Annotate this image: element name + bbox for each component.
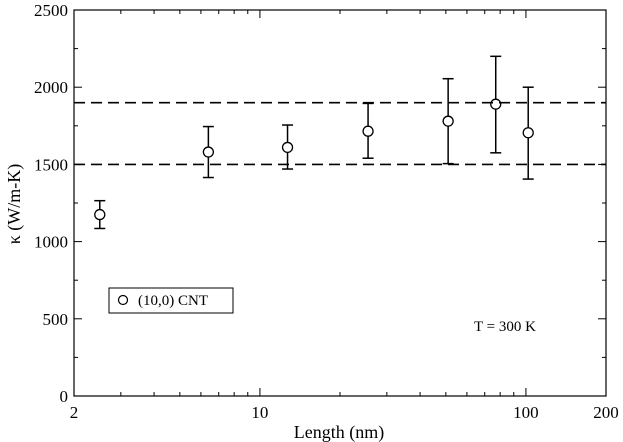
legend-marker xyxy=(117,294,129,306)
data-marker xyxy=(202,146,215,158)
y-axis-ticks: 0 500 1000 1500 2000 2500 xyxy=(34,1,606,406)
x-tick-label: 2 xyxy=(70,403,79,422)
plot-area xyxy=(73,9,607,397)
legend: (10,0) CNT xyxy=(108,287,234,314)
x-tick-label: 100 xyxy=(513,403,539,422)
x-tick-label: 200 xyxy=(593,403,619,422)
temperature-annotation: T = 300 K xyxy=(474,319,536,335)
y-tick-label: 2500 xyxy=(34,1,68,20)
x-tick-label: 10 xyxy=(251,403,268,422)
legend-label: (10,0) CNT xyxy=(138,293,208,309)
data-marker xyxy=(362,125,374,137)
x-axis-title: Length (nm) xyxy=(294,422,384,442)
y-tick-label: 1500 xyxy=(34,155,68,174)
reference-lines xyxy=(74,101,606,166)
plot-frame xyxy=(73,9,607,397)
data-marker xyxy=(281,141,294,154)
y-axis-title: κ (W/m-K) xyxy=(4,164,25,245)
data-marker xyxy=(522,127,534,139)
data-point xyxy=(94,199,106,230)
y-tick-label: 0 xyxy=(60,387,69,406)
data-marker xyxy=(94,208,106,221)
data-point xyxy=(202,125,215,179)
x-axis-ticks: 2 10 100 200 xyxy=(70,10,619,422)
y-tick-label: 2000 xyxy=(34,78,68,97)
legend-box xyxy=(108,287,234,314)
data-point xyxy=(442,77,454,165)
data-point xyxy=(362,102,374,159)
data-series xyxy=(94,55,534,230)
data-marker xyxy=(490,98,502,110)
y-tick-label: 1000 xyxy=(34,233,68,252)
data-point xyxy=(490,55,502,154)
data-point xyxy=(281,124,294,170)
data-point xyxy=(522,86,534,180)
data-marker xyxy=(442,115,454,127)
y-tick-label: 500 xyxy=(43,310,69,329)
